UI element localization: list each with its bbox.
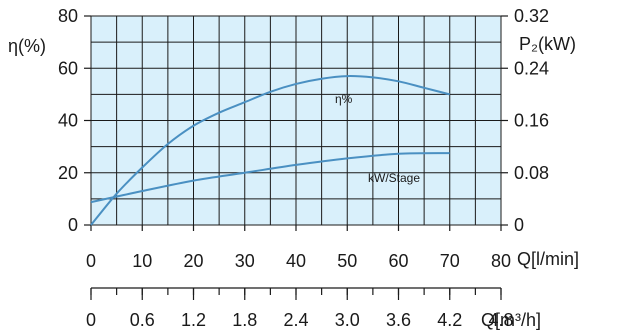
y-right-tick-label: 0.08	[514, 163, 549, 183]
axes	[84, 15, 508, 300]
curves	[90, 75, 450, 226]
x-tick-label: 0	[86, 251, 96, 271]
efficiency-curve	[90, 75, 450, 226]
x-tick-label: 20	[183, 251, 203, 271]
y-right-tick-label: 0.24	[514, 58, 549, 78]
power-curve	[90, 152, 450, 204]
x-axis-label: Q[l/min]	[517, 249, 579, 269]
x-tick-label: 70	[440, 251, 460, 271]
x-tick-label: 80	[491, 251, 511, 271]
y-left-tick-label: 40	[58, 111, 78, 131]
x2-tick-label: 3.6	[386, 310, 411, 330]
y-left-tick-label: 0	[68, 215, 78, 235]
x2-tick-label: 1.8	[232, 310, 257, 330]
y-left-axis-label: η(%)	[8, 36, 46, 56]
y-right-tick-label: 0	[514, 215, 524, 235]
x2-tick-label: 2.4	[283, 310, 308, 330]
x2-tick-label: 0	[86, 310, 96, 330]
x-tick-label: 60	[388, 251, 408, 271]
y-left-tick-label: 20	[58, 163, 78, 183]
x-tick-label: 10	[132, 251, 152, 271]
x2-tick-label: 3.0	[335, 310, 360, 330]
x2-axis-label: Q[m³/h]	[481, 310, 541, 330]
grid-lines	[90, 15, 502, 226]
x-tick-label: 40	[286, 251, 306, 271]
x2-tick-label: 0.6	[130, 310, 155, 330]
y-left-tick-label: 60	[58, 58, 78, 78]
y-right-tick-label: 0.16	[514, 111, 549, 131]
x-tick-label: 30	[235, 251, 255, 271]
x2-tick-label: 1.2	[181, 310, 206, 330]
x-tick-label: 50	[337, 251, 357, 271]
efficiency-curve-label: η%	[335, 92, 353, 106]
y-left-tick-label: 80	[58, 6, 78, 26]
y-right-axis-label: P₂(kW)	[519, 34, 576, 54]
power-curve-label: kW/Stage	[368, 171, 420, 185]
x2-tick-label: 4.8	[488, 310, 513, 330]
x2-tick-label: 4.2	[437, 310, 462, 330]
y-right-tick-label: 0.32	[514, 6, 549, 26]
